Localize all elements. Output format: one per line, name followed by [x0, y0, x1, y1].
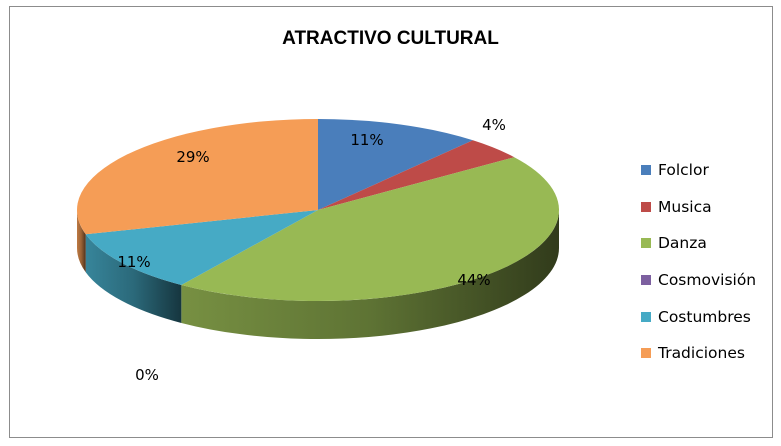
legend-swatch — [641, 201, 651, 212]
data-label-costumbres: 11% — [117, 253, 150, 271]
legend-item-tradiciones: Tradiciones — [641, 335, 756, 372]
legend-swatch — [641, 275, 651, 286]
legend-label: Musica — [658, 197, 712, 216]
legend-label: Tradiciones — [658, 344, 745, 363]
data-label-folclor: 11% — [350, 131, 383, 149]
legend-label: Danza — [658, 234, 707, 253]
data-label-tradiciones: 29% — [176, 148, 209, 166]
legend-swatch — [641, 348, 651, 359]
legend-swatch — [641, 238, 651, 249]
pie-slice-musica — [318, 140, 515, 210]
pie-side-costumbres — [85, 234, 182, 323]
data-label-musica: 4% — [482, 116, 506, 134]
legend-label: Folclor — [658, 161, 709, 180]
legend-label: Costumbres — [658, 307, 751, 326]
legend-item-costumbres: Costumbres — [641, 298, 756, 335]
legend-item-folclor: Folclor — [641, 152, 756, 189]
legend-swatch — [641, 165, 651, 176]
pie-slice-tradiciones — [77, 119, 319, 235]
pie-slice-costumbres — [85, 210, 318, 285]
chart-title: ATRACTIVO CULTURAL — [282, 28, 499, 49]
legend-item-musica: Musica — [641, 189, 756, 226]
pie-slice-danza — [181, 157, 559, 301]
legend-item-danza: Danza — [641, 225, 756, 262]
legend-label: Cosmovisión — [658, 271, 757, 290]
data-label-danza: 44% — [457, 271, 490, 289]
data-label-cosmovisión: 0% — [135, 366, 159, 384]
legend-swatch — [641, 311, 651, 322]
pie-side-walls — [77, 210, 560, 339]
pie-side-tradiciones — [77, 210, 86, 273]
legend-item-cosmovisión: Cosmovisión — [641, 262, 756, 299]
legend: Folclor Musica Danza Cosmovisión Costumbres T… — [641, 152, 756, 372]
pie-slice-folclor — [318, 119, 473, 210]
pie-side-danza — [181, 210, 560, 339]
